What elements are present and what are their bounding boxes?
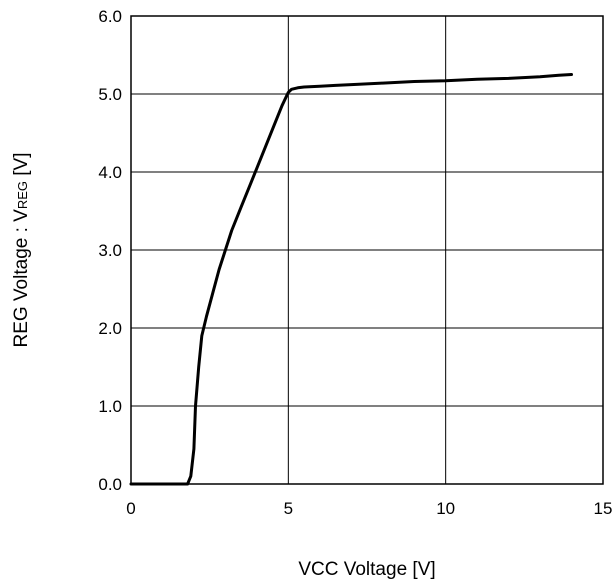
y-tick-label: 0.0	[98, 475, 122, 494]
y-tick-label: 4.0	[98, 163, 122, 182]
y-tick-label: 1.0	[98, 397, 122, 416]
x-axis-ticks: 0 5 10 15	[126, 499, 612, 518]
y-axis-title-prefix: REG Voltage : V	[11, 209, 32, 348]
y-axis-title-suffix: [V]	[11, 152, 32, 181]
y-tick-label: 5.0	[98, 85, 122, 104]
y-axis-ticks: 0.0 1.0 2.0 3.0 4.0 5.0 6.0	[98, 7, 122, 494]
y-axis-title-subscript: REG	[15, 181, 30, 209]
plot-area-frame	[130, 15, 604, 485]
y-tick-label: 6.0	[98, 7, 122, 26]
y-tick-label: 3.0	[98, 241, 122, 260]
x-tick-label: 10	[436, 499, 455, 518]
gridlines	[130, 15, 604, 485]
x-tick-label: 5	[284, 499, 293, 518]
series-line	[129, 73, 573, 486]
y-tick-label: 2.0	[98, 319, 122, 338]
y-axis-title: REG Voltage : VREG [V]	[11, 152, 32, 347]
x-tick-label: 0	[126, 499, 135, 518]
x-tick-label: 15	[594, 499, 613, 518]
series-layer	[129, 73, 573, 486]
x-axis-title: VCC Voltage [V]	[298, 559, 435, 580]
